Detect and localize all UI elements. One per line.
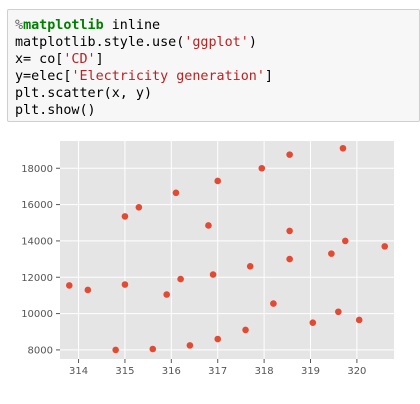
scatter-point [286, 151, 293, 158]
code-token: inline [103, 18, 161, 33]
scatter-point [339, 144, 347, 152]
code-token: y=elec[ [15, 69, 72, 84]
code-token: x= co[ [15, 52, 64, 67]
code-cell[interactable]: %matplotlib inline matplotlib.style.use('… [7, 9, 420, 122]
scatter-point [309, 319, 317, 326]
scatter-plot-output: 314 315 316 317 318 319 320 8000 10000 12000 1400… [0, 130, 420, 400]
plot-area [60, 141, 394, 359]
scatter-point [149, 345, 157, 353]
scatter-point [214, 177, 222, 185]
scatter-point [335, 308, 342, 316]
code-token: matplotlib.style.use( [15, 35, 185, 50]
y-axis-ticks: 8000 10000 12000 14000 16000 18000 [21, 164, 60, 356]
code-token: 'CD' [63, 52, 96, 67]
code-line: x= co['CD'] [15, 51, 104, 68]
scatter-point [209, 271, 217, 278]
scatter-point [214, 335, 222, 343]
x-tick-label: 319 [301, 366, 320, 377]
scatter-point [172, 189, 180, 197]
scatter-point [112, 346, 119, 354]
code-line: y=elec['Electricity generation'] [15, 68, 273, 85]
code-token: % [15, 18, 24, 33]
scatter-point [258, 164, 266, 172]
code-line: plt.show() [15, 102, 96, 119]
y-tick-label: 8000 [28, 345, 53, 356]
code-token: matplotlib [23, 18, 104, 33]
y-tick-label: 12000 [21, 273, 53, 284]
code-token: ] [264, 69, 273, 84]
scatter-point [246, 263, 254, 270]
x-axis-ticks: 314 315 316 317 318 319 320 [69, 359, 366, 377]
scatter-point [328, 250, 335, 257]
scatter-point [242, 326, 249, 334]
scatter-point [135, 204, 143, 211]
code-token: ] [95, 52, 104, 67]
x-tick-label: 316 [162, 366, 181, 377]
x-tick-label: 320 [347, 366, 366, 377]
scatter-point [84, 286, 92, 294]
code-token: plt.scatter(x, y) [15, 86, 153, 101]
code-token: plt.show() [15, 103, 96, 118]
code-line: %matplotlib inline [15, 17, 160, 34]
scatter-point [65, 282, 73, 289]
scatter-point [205, 222, 212, 229]
scatter-plot: 314 315 316 317 318 319 320 8000 10000 12000 1400… [21, 141, 394, 377]
scatter-point [341, 237, 349, 245]
scatter-point [121, 213, 129, 220]
data-points [65, 144, 389, 354]
x-tick-label: 315 [115, 366, 134, 377]
y-tick-label: 14000 [21, 236, 53, 247]
y-tick-label: 10000 [21, 309, 53, 320]
code-token: ) [248, 35, 257, 50]
code-token: 'Electricity generation' [71, 69, 265, 84]
scatter-point [286, 255, 293, 263]
code-line: matplotlib.style.use('ggplot') [15, 34, 257, 51]
code-line: plt.scatter(x, y) [15, 85, 152, 102]
y-tick-label: 18000 [21, 164, 53, 175]
y-tick-label: 16000 [21, 200, 53, 211]
x-tick-label: 314 [69, 366, 88, 377]
scatter-point [177, 275, 184, 283]
scatter-point [270, 300, 277, 307]
x-tick-label: 318 [255, 366, 274, 377]
scatter-point [163, 291, 170, 298]
scatter-point [381, 243, 389, 250]
scatter-point [121, 281, 129, 288]
code-token: 'ggplot' [184, 35, 249, 50]
x-tick-label: 317 [208, 366, 227, 377]
scatter-point [186, 342, 194, 349]
scatter-point [286, 227, 293, 235]
scatter-point [355, 316, 363, 324]
